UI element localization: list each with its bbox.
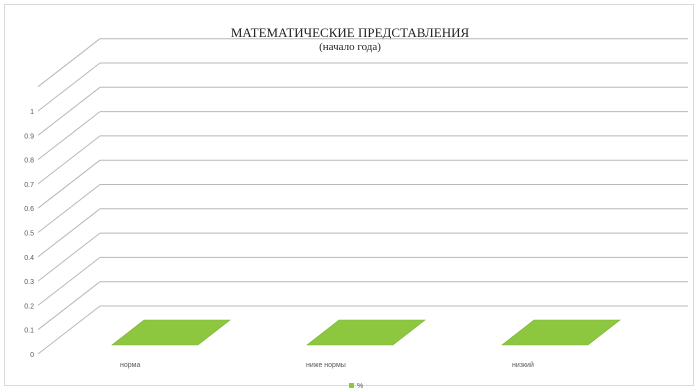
bar (501, 319, 621, 346)
gridline-side (37, 135, 101, 185)
gridline-side (37, 38, 101, 88)
gridline-side (37, 281, 101, 331)
y-tick-label: 0.6 (24, 206, 34, 213)
gridline-side (37, 257, 101, 306)
gridline-side (37, 305, 101, 355)
chart-subtitle: (начало года) (319, 41, 381, 53)
x-tick-label: норма (120, 362, 140, 369)
y-tick-label: 1 (30, 109, 34, 116)
legend-label: % (357, 383, 363, 390)
gridline-side (37, 86, 101, 136)
gridline-side (37, 208, 101, 258)
gridline-side (37, 62, 101, 112)
gridline-side (37, 111, 101, 160)
gridline-side (37, 232, 101, 282)
y-tick-label: 0.3 (24, 279, 34, 286)
bar (111, 319, 231, 346)
y-tick-label: 0.7 (24, 182, 34, 189)
gridline-side (37, 184, 101, 233)
y-tick-label: 0 (30, 352, 34, 359)
legend-swatch (349, 383, 354, 388)
y-tick-label: 0.1 (24, 328, 34, 335)
chart-title: МАТЕМАТИЧЕСКИЕ ПРЕДСТАВЛЕНИЯ (230, 25, 470, 40)
bar (306, 319, 426, 346)
x-tick-label: ниже нормы (306, 362, 346, 369)
y-tick-label: 0.5 (24, 231, 34, 238)
y-tick-label: 0.9 (24, 133, 34, 140)
y-tick-label: 0.4 (24, 255, 34, 262)
y-tick-label: 0.2 (24, 303, 34, 310)
y-tick-label: 0.8 (24, 158, 34, 165)
x-tick-label: низкий (512, 361, 534, 369)
gridline-side (37, 159, 101, 209)
